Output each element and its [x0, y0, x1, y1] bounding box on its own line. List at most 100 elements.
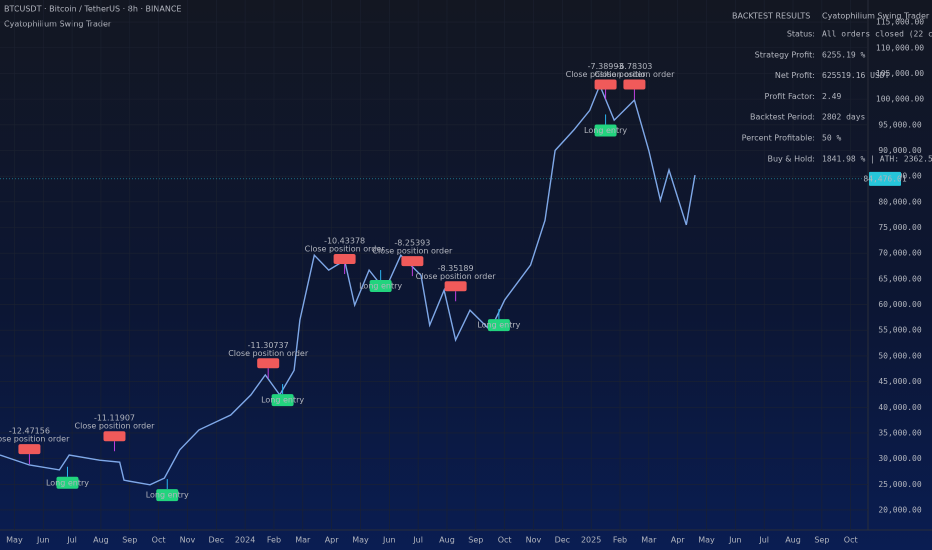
x-tick-label: Aug [93, 536, 109, 545]
x-tick-label: 2024 [235, 536, 255, 545]
y-tick-label: 90,000.00 [878, 146, 922, 155]
entry-label: Long entry [261, 396, 304, 405]
x-tick-label: Nov [180, 536, 196, 545]
chart-title: BTCUSDT · Bitcoin / TetherUS · 8h · BINA… [4, 5, 181, 14]
x-tick-label: Mar [295, 536, 311, 545]
exit-marker [623, 79, 646, 90]
y-tick-label: 60,000.00 [878, 300, 922, 309]
exit-pnl-label: -11.30737 [248, 341, 289, 350]
entry-marker [56, 476, 79, 489]
y-tick-label: 105,000.00 [876, 69, 924, 78]
exit-pnl-label: -12.47156 [9, 427, 50, 436]
x-tick-label: Mar [641, 536, 657, 545]
table-row-value: 6255.19 % [822, 50, 866, 59]
table-subtitle: Cyatophilium Swing Trader v244 [822, 12, 932, 21]
x-tick-label: Jun [728, 536, 742, 545]
y-tick-label: 40,000.00 [878, 403, 922, 412]
x-tick-label: Jun [36, 536, 50, 545]
exit-label: Close position order [594, 70, 675, 79]
last-price-label: 84,476.01 [863, 174, 907, 183]
table-row-value: 2.49 [822, 92, 841, 101]
x-tick-label: Feb [613, 536, 627, 545]
y-tick-label: 100,000.00 [876, 95, 924, 104]
y-tick-label: 75,000.00 [878, 223, 922, 232]
exit-pnl-label: -10.43378 [324, 237, 365, 246]
x-tick-label: Sep [468, 536, 483, 545]
chart-subtitle: Cyatophilium Swing Trader [4, 20, 112, 29]
x-tick-label: Aug [785, 536, 801, 545]
x-tick-label: Dec [209, 536, 224, 545]
exit-marker [103, 431, 126, 442]
table-row-label: Status: [787, 30, 815, 39]
x-tick-label: Apr [325, 536, 340, 545]
table-row-value: 625519.16 USDT [822, 71, 890, 80]
x-tick-label: Nov [526, 536, 542, 545]
x-tick-label: Sep [814, 536, 829, 545]
y-tick-label: 45,000.00 [878, 377, 922, 386]
entry-marker [369, 280, 392, 293]
exit-pnl-label: -11.11907 [94, 414, 135, 423]
table-row-value: 1841.98 % | ATH: 2362.55 % [822, 154, 932, 163]
y-tick-label: 95,000.00 [878, 120, 922, 129]
y-tick-label: 80,000.00 [878, 197, 922, 206]
exit-pnl-label: -8.25393 [394, 239, 430, 248]
exit-label: Close position order [0, 435, 70, 444]
exit-pnl-label: -6.78303 [616, 62, 652, 71]
x-tick-label: Sep [122, 536, 137, 545]
y-tick-label: 70,000.00 [878, 249, 922, 258]
table-row-label: Percent Profitable: [742, 134, 815, 143]
entry-label: Long entry [584, 126, 627, 135]
exit-label: Close position order [372, 247, 453, 256]
x-tick-label: Oct [152, 536, 166, 545]
exit-pnl-label: -7.38993 [588, 62, 624, 71]
entry-marker [271, 394, 294, 407]
x-tick-label: Oct [498, 536, 512, 545]
exit-marker [18, 444, 41, 455]
last-price-badge [869, 171, 901, 186]
x-tick-label: Oct [844, 536, 858, 545]
y-tick-label: 50,000.00 [878, 351, 922, 360]
y-tick-label: 115,000.00 [876, 18, 924, 27]
entry-marker [487, 319, 510, 332]
table-title: BACKTEST RESULTS [732, 12, 810, 21]
x-tick-label: Feb [267, 536, 281, 545]
table-row-label: Strategy Profit: [755, 50, 815, 59]
x-tick-label: Apr [671, 536, 686, 545]
entry-label: Long entry [359, 282, 402, 291]
entry-marker [156, 489, 179, 502]
entry-label: Long entry [477, 321, 520, 330]
x-tick-label: May [698, 536, 715, 545]
table-row-label: Buy & Hold: [767, 154, 815, 163]
table-row-value: 2802 days [822, 113, 866, 122]
table-row-label: Net Profit: [775, 71, 815, 80]
table-row-label: Backtest Period: [750, 113, 815, 122]
entry-label: Long entry [146, 491, 189, 500]
x-tick-label: Jul [66, 536, 77, 545]
table-row-value: 50 % [822, 134, 841, 143]
y-tick-label: 65,000.00 [878, 274, 922, 283]
y-tick-label: 20,000.00 [878, 505, 922, 514]
x-tick-label: Aug [439, 536, 455, 545]
exit-pnl-label: -8.35189 [438, 264, 474, 273]
exit-marker [257, 358, 280, 369]
entry-label: Long entry [46, 478, 89, 487]
exit-label: Close position order [75, 422, 156, 431]
x-tick-label: May [352, 536, 369, 545]
x-tick-label: Dec [555, 536, 570, 545]
y-tick-label: 55,000.00 [878, 326, 922, 335]
x-tick-label: Jul [412, 536, 423, 545]
x-tick-label: May [6, 536, 23, 545]
y-tick-label: 35,000.00 [878, 428, 922, 437]
x-tick-label: 2025 [581, 536, 601, 545]
exit-label: Close position order [416, 272, 497, 281]
exit-marker [333, 254, 356, 265]
x-tick-label: Jul [758, 536, 769, 545]
y-tick-label: 110,000.00 [876, 43, 924, 52]
table-row-value: All orders closed (22 closed) [822, 30, 932, 39]
y-tick-label: 30,000.00 [878, 454, 922, 463]
exit-label: Close position order [305, 245, 386, 254]
exit-marker [444, 281, 467, 292]
exit-marker [594, 79, 617, 90]
entry-marker [594, 124, 617, 137]
exit-marker [401, 256, 424, 267]
